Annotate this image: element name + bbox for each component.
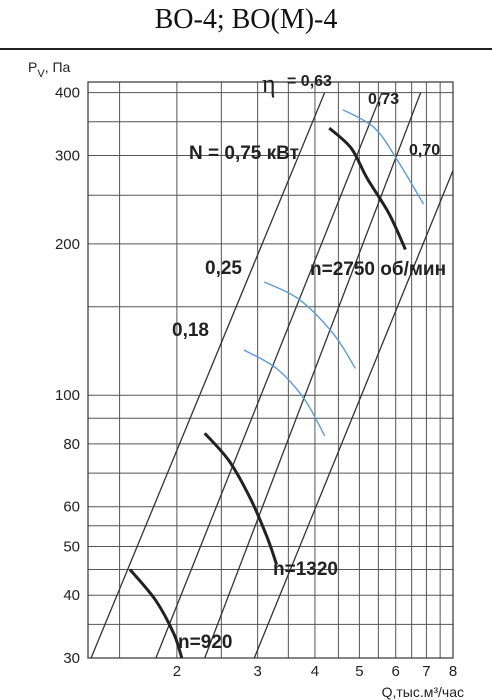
speed-label-2750: n=2750 об/мин	[310, 259, 446, 280]
chart-title: ВО-4; ВО(М)-4	[155, 4, 338, 35]
y-tick-labels: 30 40 50 60 80 100 200 300 400	[55, 85, 80, 667]
fan-curves	[128, 126, 407, 659]
annotations: η = 0,63 0,73 0,70 N = 0,75 кВт 0,25 0,1…	[172, 69, 446, 653]
y-tick-label: 100	[55, 387, 80, 404]
fan-curve	[128, 568, 184, 659]
eta-label-073: 0,73	[368, 91, 399, 108]
x-tick-label: 2	[173, 663, 181, 680]
y-tick-label: 400	[55, 85, 80, 102]
x-tick-label: 6	[392, 663, 400, 680]
fan-curve	[328, 126, 407, 251]
eta-label-070: 0,70	[409, 142, 440, 159]
efficiency-curve	[342, 109, 425, 205]
efficiency-curves	[243, 109, 425, 437]
power-label-075: N = 0,75 кВт	[189, 143, 299, 164]
speed-label-1320: n=1320	[273, 559, 338, 580]
y-label-sub: V	[37, 68, 45, 80]
system-lines	[90, 92, 454, 659]
y-tick-label: 300	[55, 147, 80, 164]
y-label-main: P	[28, 59, 37, 75]
y-tick-label: 40	[63, 587, 80, 604]
x-tick-label: 3	[253, 663, 261, 680]
eta-label-063: = 0,63	[287, 73, 332, 90]
x-tick-label: 7	[422, 663, 430, 680]
x-tick-label: 4	[311, 663, 319, 680]
y-tick-label: 60	[63, 499, 80, 516]
fan-curve	[203, 432, 279, 566]
x-tick-labels: 2 3 4 5 6 7 8	[173, 663, 457, 680]
y-tick-label: 50	[63, 539, 80, 556]
x-axis-label: Q,тыс.м³/час	[382, 684, 464, 700]
system-line	[253, 170, 454, 659]
svg-text:PV, Па: PV, Па	[28, 59, 71, 80]
y-tick-label: 80	[63, 436, 80, 453]
power-label-018: 0,18	[172, 320, 209, 341]
efficiency-curve	[243, 349, 326, 437]
y-tick-label: 30	[63, 650, 80, 667]
system-line	[90, 92, 326, 659]
y-label-unit: , Па	[45, 59, 71, 75]
power-label-025: 0,25	[205, 258, 242, 279]
y-axis-label: PV, Па	[28, 59, 71, 80]
system-line	[155, 92, 383, 659]
eta-symbol: η	[262, 69, 276, 98]
efficiency-curve	[263, 281, 356, 369]
x-tick-label: 8	[449, 663, 457, 680]
y-tick-label: 200	[55, 236, 80, 253]
x-tick-label: 5	[355, 663, 363, 680]
system-line	[204, 92, 422, 659]
speed-label-920: n=920	[178, 632, 232, 653]
grid	[87, 81, 454, 659]
plot-frame	[87, 81, 454, 659]
